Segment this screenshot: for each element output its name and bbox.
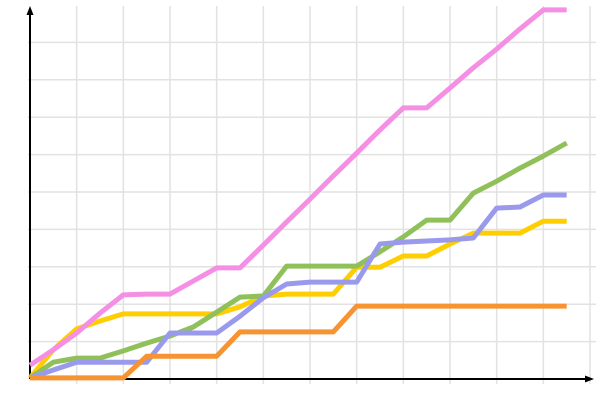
series-violet-line (28, 7, 567, 368)
series-periwinkle-line (29, 192, 567, 381)
x-axis-arrow-icon (585, 375, 594, 383)
series-orange-line (30, 303, 567, 381)
series-green-line (28, 140, 568, 380)
y-axis-arrow-icon (26, 6, 34, 15)
series-lines (28, 7, 568, 381)
